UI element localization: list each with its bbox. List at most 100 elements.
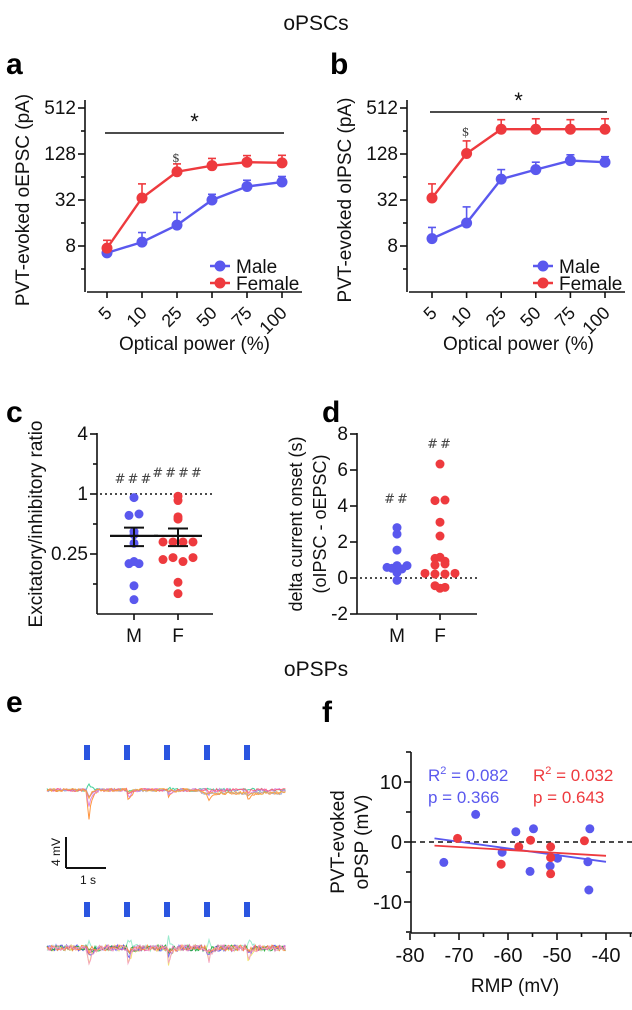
chart-a-legend-label: Male bbox=[236, 257, 277, 278]
chart-b-point-female bbox=[461, 147, 473, 159]
chart-d-hash-marker: ## bbox=[384, 492, 410, 507]
chart-f-point-male bbox=[585, 824, 595, 834]
chart-a-point-female bbox=[136, 192, 148, 204]
chart-c-point-f bbox=[173, 496, 183, 506]
chart-d-point-f bbox=[430, 560, 440, 570]
chart-b-point-male bbox=[426, 233, 438, 245]
chart-f-point-male bbox=[511, 827, 521, 837]
chart-a-point-male bbox=[136, 236, 148, 248]
chart-c-point-m bbox=[134, 559, 144, 569]
chart-b-dollar-marker: $ bbox=[462, 125, 472, 139]
panel-letter-b: b bbox=[330, 48, 348, 81]
chart-a-point-female bbox=[171, 166, 183, 178]
chart-d-point-m bbox=[392, 575, 402, 585]
chart-a-dollar-marker: $ bbox=[172, 151, 182, 165]
chart-b-series-line-male bbox=[431, 159, 606, 240]
chart-d-x-tick-label: M bbox=[389, 626, 405, 647]
chart-f-point-male bbox=[528, 824, 538, 834]
chart-b-point-male bbox=[495, 173, 507, 185]
chart-c-point-f bbox=[173, 589, 183, 599]
chart-d-hash-marker: ## bbox=[427, 437, 453, 452]
chart-d-point-f bbox=[440, 569, 450, 579]
r-squared-text: = 0.032 bbox=[551, 766, 613, 785]
panel-letter-e: e bbox=[6, 686, 23, 719]
chart-f-y-axis-label: oPSP (mV) bbox=[352, 795, 373, 890]
chart-e-light-pulse bbox=[84, 745, 90, 760]
superscript: 2 bbox=[545, 765, 551, 777]
chart-a-point-male bbox=[276, 176, 288, 188]
chart-d-point-f bbox=[430, 496, 440, 506]
chart-c-y-axis-label: Excitatory/inhibitory ratio bbox=[26, 421, 47, 628]
chart-f-y-tick-label: 0 bbox=[391, 832, 402, 854]
chart-e-scale-label-voltage: 4 mV bbox=[49, 838, 63, 866]
chart-d-point-f bbox=[430, 553, 440, 563]
chart-c-point-m bbox=[124, 510, 134, 520]
chart-b-legend-label: Female bbox=[559, 274, 622, 295]
chart-a-x-tick-label: 100 bbox=[255, 303, 290, 338]
panel-letter-c: c bbox=[6, 396, 23, 429]
chart-f-x-axis-label: RMP (mV) bbox=[471, 976, 559, 997]
chart-e-voltage-trace bbox=[46, 944, 286, 966]
chart-b-x-tick-label: 50 bbox=[516, 303, 544, 331]
chart-f-x-tick-label: -50 bbox=[543, 945, 572, 967]
chart-a-x-tick-label: 25 bbox=[158, 303, 186, 331]
chart-f-regression-line-female bbox=[434, 844, 607, 857]
chart-e-light-pulse bbox=[124, 745, 130, 760]
chart-a-y-axis-label: PVT-evoked oEPSC (pA) bbox=[13, 94, 34, 306]
chart-b-point-male bbox=[461, 217, 473, 229]
chart-d-point-f bbox=[450, 568, 460, 578]
chart-c-point-f bbox=[173, 514, 183, 524]
chart-b-legend-marker bbox=[537, 260, 549, 272]
chart-f-point-female bbox=[496, 859, 506, 869]
chart-f-x-tick-label: -40 bbox=[592, 945, 621, 967]
chart-d-point-f bbox=[430, 569, 440, 579]
chart-f-point-male bbox=[439, 857, 449, 867]
chart-f-x-tick-label: -80 bbox=[396, 945, 425, 967]
chart-c-point-f bbox=[158, 537, 168, 547]
chart-b-point-female bbox=[599, 123, 611, 135]
chart-c-point-f bbox=[178, 537, 188, 547]
chart-d-point-f bbox=[435, 517, 445, 527]
chart-a-point-male bbox=[241, 181, 253, 193]
chart-a-y-tick-label: 8 bbox=[65, 236, 76, 257]
panel-letter-f: f bbox=[322, 696, 333, 729]
chart-b-point-male bbox=[564, 155, 576, 167]
chart-f-point-female bbox=[526, 835, 536, 845]
chart-d-point-f bbox=[435, 459, 445, 469]
chart-a-series-line-female bbox=[106, 160, 283, 249]
chart-f-point-female bbox=[514, 842, 524, 852]
chart-c-point-m bbox=[134, 509, 144, 519]
chart-b-legend-marker bbox=[537, 277, 549, 289]
chart-c-point-f bbox=[173, 577, 183, 587]
chart-b-point-male bbox=[599, 156, 611, 168]
chart-e-light-pulse bbox=[164, 902, 170, 917]
chart-f-point-female bbox=[579, 836, 589, 846]
chart-c-hash-marker: ### bbox=[115, 472, 154, 487]
chart-d-point-f bbox=[420, 568, 430, 578]
chart-f-r-squared-female: R2 = 0.032 bbox=[533, 765, 613, 785]
chart-a-legend-label: Female bbox=[236, 274, 299, 295]
title-opsps: oPSPs bbox=[284, 658, 348, 681]
chart-f-point-female bbox=[546, 842, 556, 852]
chart-b-legend-label: Male bbox=[559, 257, 600, 278]
chart-e-voltage-trace bbox=[46, 787, 286, 820]
chart-a-y-tick-label: 128 bbox=[44, 144, 76, 165]
chart-a-significance-star: * bbox=[190, 109, 199, 134]
chart-a-x-tick-label: 50 bbox=[193, 303, 221, 331]
chart-a-y-tick-label: 512 bbox=[44, 98, 76, 119]
chart-a-legend-marker bbox=[214, 260, 226, 272]
chart-b-series-line-female bbox=[431, 128, 605, 199]
chart-f-y-tick-label: 10 bbox=[380, 772, 402, 794]
chart-a-point-female bbox=[101, 242, 113, 254]
panel-letter-d: d bbox=[322, 396, 340, 429]
chart-f-point-male bbox=[545, 861, 555, 871]
chart-f-point-female bbox=[546, 869, 556, 879]
chart-f-point-female bbox=[546, 853, 556, 863]
chart-d-point-f bbox=[440, 559, 450, 569]
chart-d-y-tick-label: 2 bbox=[337, 532, 348, 553]
superscript: 2 bbox=[440, 765, 446, 777]
chart-d-x-tick-label: F bbox=[434, 626, 446, 647]
chart-d-point-m bbox=[392, 568, 402, 578]
panel-letter-a: a bbox=[6, 48, 23, 81]
